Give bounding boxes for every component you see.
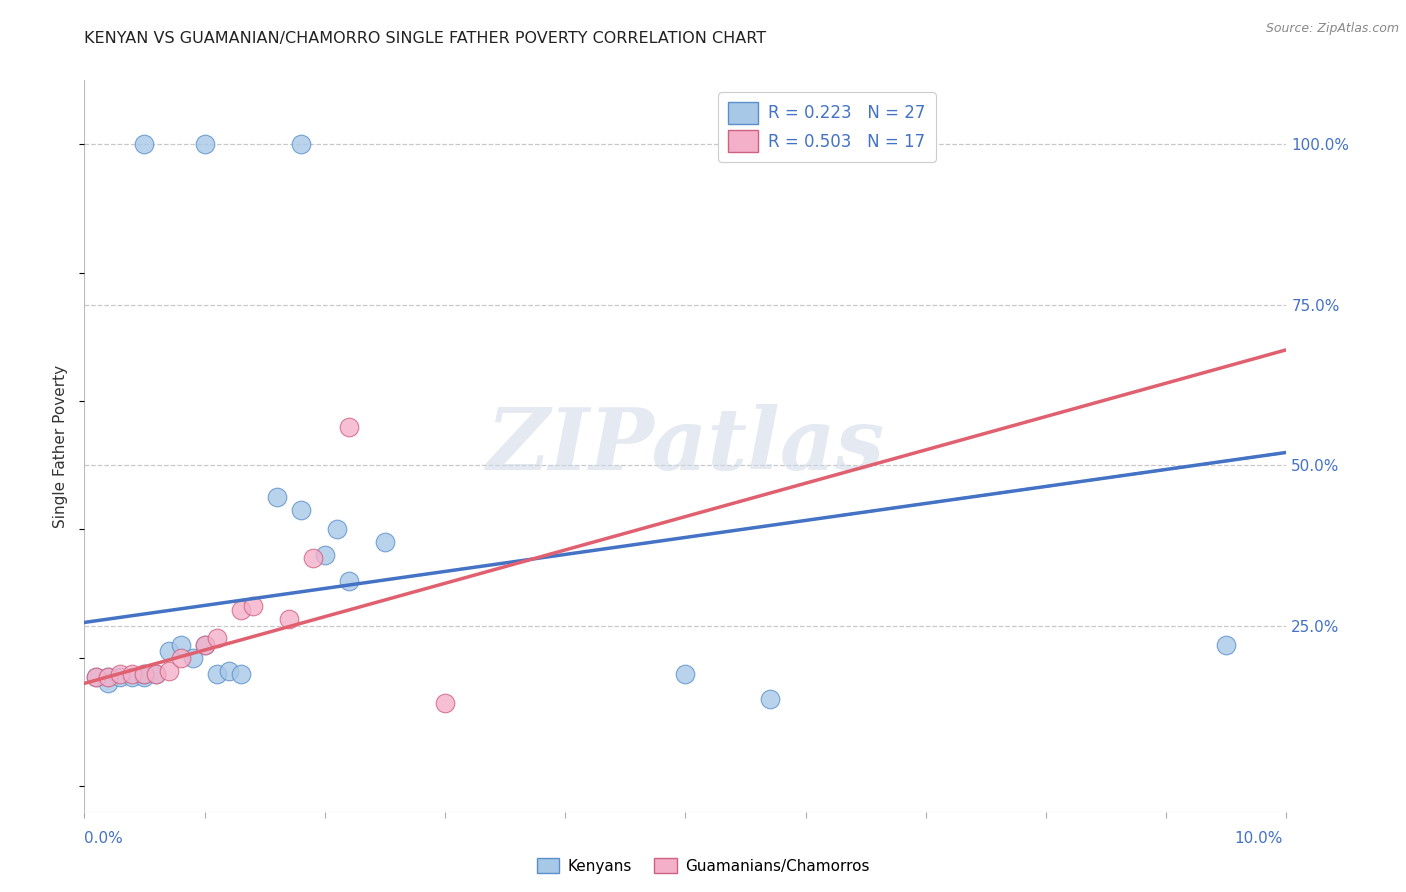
Point [134,666,156,681]
Point [277,612,299,626]
Point [290,137,312,152]
Point [675,666,697,681]
Point [181,650,204,665]
Point [97,670,120,684]
Point [145,666,167,681]
Point [290,503,312,517]
Point [890,137,912,152]
Point [205,632,228,646]
Point [1215,638,1237,652]
Point [326,523,349,537]
Point [97,670,120,684]
Point [205,666,228,681]
Point [229,602,252,616]
Point [434,696,457,710]
Point [97,676,120,690]
Legend: R = 0.223   N = 27, R = 0.503   N = 17: R = 0.223 N = 27, R = 0.503 N = 17 [718,92,935,161]
Point [301,551,323,566]
Point [374,535,396,549]
Legend: Kenyans, Guamanians/Chamorros: Kenyans, Guamanians/Chamorros [530,852,876,880]
Text: 0.0%: 0.0% [84,831,124,846]
Text: ZIPatlas: ZIPatlas [486,404,884,488]
Point [134,670,156,684]
Point [110,666,132,681]
Point [157,644,180,658]
Point [266,491,288,505]
Point [134,137,156,152]
Point [157,664,180,678]
Point [121,666,143,681]
Point [169,638,191,652]
Point [194,638,217,652]
Point [229,666,252,681]
Point [337,419,360,434]
Point [337,574,360,588]
Point [86,670,108,684]
Y-axis label: Single Father Poverty: Single Father Poverty [53,365,69,527]
Point [194,638,217,652]
Point [758,692,780,706]
Point [242,599,264,614]
Point [110,670,132,684]
Text: Source: ZipAtlas.com: Source: ZipAtlas.com [1265,22,1399,36]
Point [145,666,167,681]
Point [314,548,336,562]
Point [121,670,143,684]
Text: KENYAN VS GUAMANIAN/CHAMORRO SINGLE FATHER POVERTY CORRELATION CHART: KENYAN VS GUAMANIAN/CHAMORRO SINGLE FATH… [84,31,766,46]
Text: 10.0%: 10.0% [1234,831,1282,846]
Point [86,670,108,684]
Point [194,137,217,152]
Point [218,664,240,678]
Point [169,650,191,665]
Point [134,666,156,681]
